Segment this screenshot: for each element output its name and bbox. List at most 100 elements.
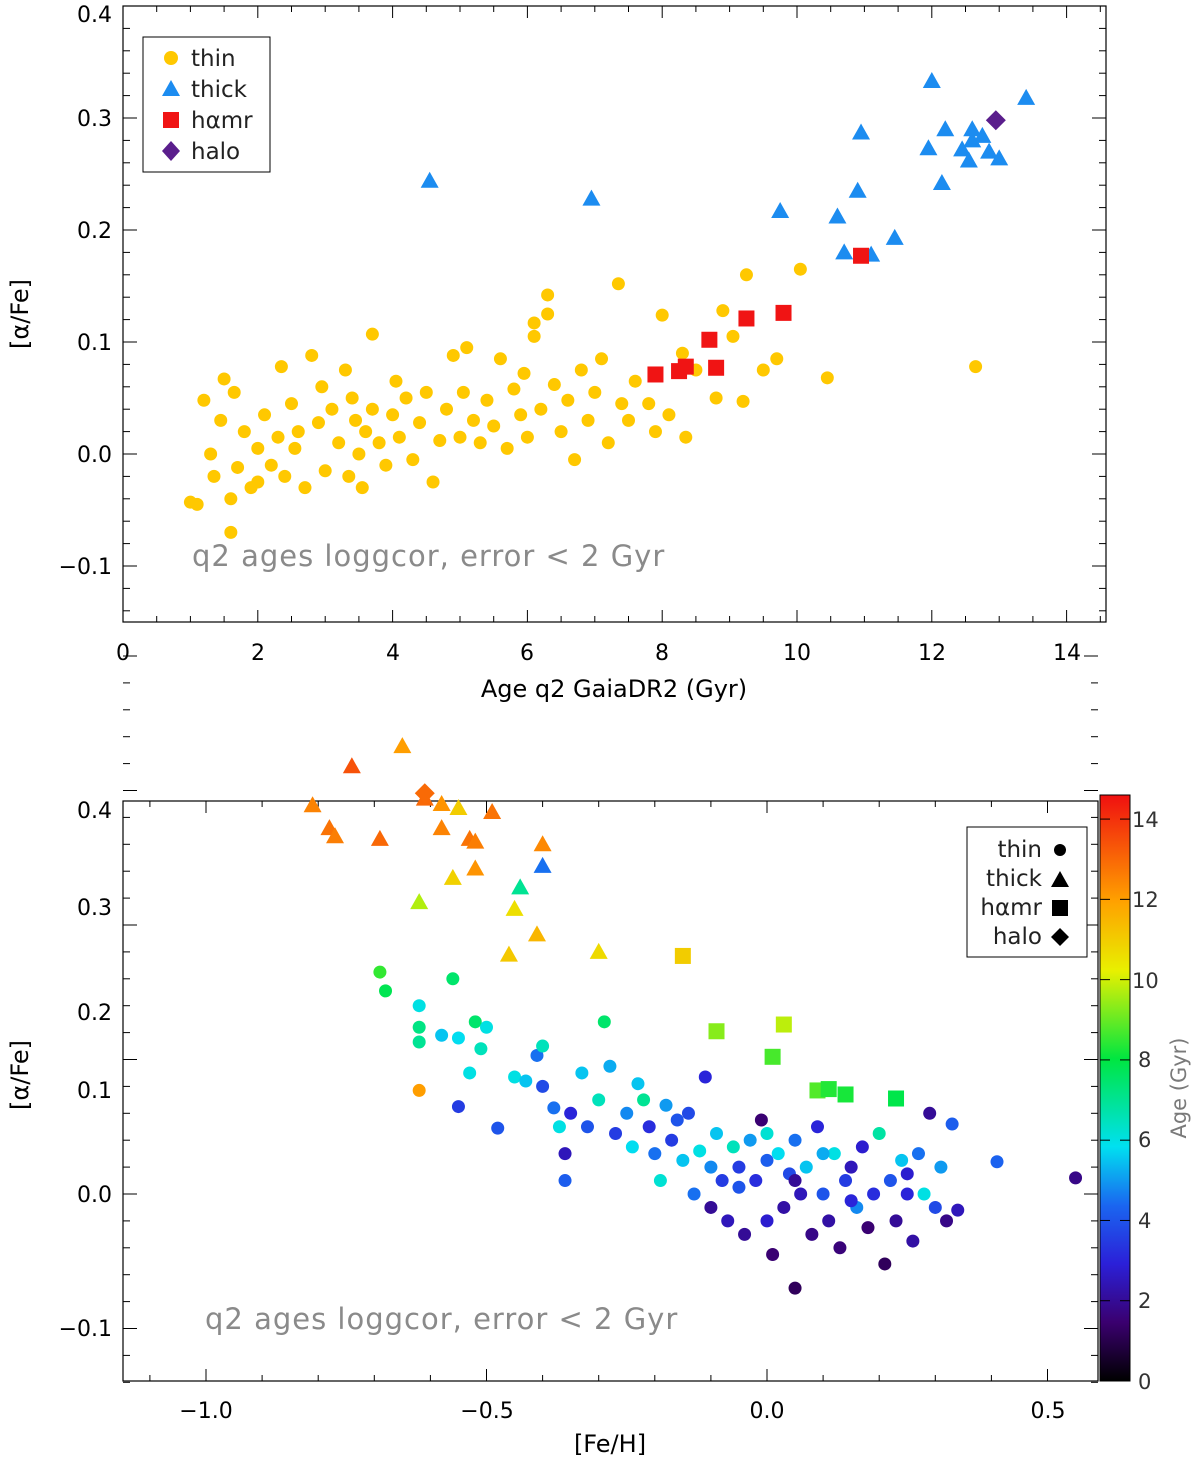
bottom-data-points [303,737,1083,1295]
top-point-thin [237,425,251,439]
top-point-thin [588,385,602,399]
colorbar-tick-14: 14 [1132,808,1159,832]
top-point-thin [541,307,555,321]
bottom-point-thin [889,1214,903,1228]
bottom-point-thin [945,1117,959,1131]
top-point-thin [214,413,228,427]
bottom-point-thin [760,1153,774,1167]
bottom-point-thin [794,1187,808,1201]
top-point-thin [460,341,474,355]
bottom-point-thin [777,1200,791,1214]
top-point-thin [224,492,238,506]
bottom-annotation: q2 ages loggcor, error < 2 Gyr [205,1302,678,1336]
top-x-axis-title: Age q2 GaiaDR2 (Gyr) [481,675,747,703]
bottom-point-thin [844,1160,858,1174]
bottom-point-thick [533,835,552,852]
bottom-point-thin [833,1241,847,1255]
top-point-thin [493,352,507,366]
top-point-thin [793,262,807,276]
bottom-point-thin [928,1200,942,1214]
top-point-thin [352,447,366,461]
top-point-hamr [738,310,755,327]
bottom-point-thin [732,1180,746,1194]
top-point-thin [969,360,983,374]
bottom-point-thin [923,1106,937,1120]
bottom-legend: thin thick hαmr halo [966,826,1088,958]
top-point-thin [480,393,494,407]
top-point-thin [520,430,534,444]
top-point-thick [959,151,978,168]
bottom-point-thin [474,1042,488,1056]
top-point-thin [574,363,588,377]
bottom-point-thin [676,1153,690,1167]
bottom-point-thin [900,1187,914,1201]
top-point-thin [274,360,288,374]
top-point-thin [675,346,689,360]
top-x-tick-4: 4 [386,641,400,666]
bottom-point-thin [631,1077,645,1091]
top-point-thin [601,436,615,450]
top-point-thin [190,497,204,511]
bottom-point-thin [592,1093,606,1107]
bottom-y-tick-0-1: 0.1 [77,1079,112,1104]
bottom-point-thick [326,827,345,844]
bottom-point-thin [760,1214,774,1228]
top-point-thin [770,352,784,366]
top-point-thin [446,348,460,362]
top-x-tick-10: 10 [783,641,811,666]
bottom-point-thick [432,819,451,836]
bottom-point-thin [620,1106,634,1120]
top-point-thin [264,458,278,472]
bottom-point-thick [527,925,546,942]
top-point-thick [973,126,992,143]
top-point-thick [980,142,999,159]
bottom-y-tick-0-4: 0.4 [77,799,112,824]
bottom-point-thin [788,1281,802,1295]
top-point-thin [726,329,740,343]
bottom-point-thin [827,1147,841,1161]
top-y-axis-title: [α/Fe] [6,279,34,349]
bottom-point-thin [883,1174,897,1188]
bottom-point-thin [653,1174,667,1188]
top-point-hamr [647,366,664,383]
top-point-thin [662,408,676,422]
bottom-point-thin [816,1147,830,1161]
top-point-thin [197,393,211,407]
top-point-thin [756,363,770,377]
bottom-point-thin [799,1160,813,1174]
bottom-point-thick [410,893,429,910]
bottom-point-hamr [764,1048,781,1065]
top-point-thin [298,481,312,495]
bottom-point-thin [659,1098,673,1112]
top-legend-thin-label: thin [191,46,236,72]
top-point-thin [315,380,329,394]
bottom-legend-halo-label: halo [993,924,1042,950]
top-point-thick [852,123,871,140]
top-point-thin [679,430,693,444]
bottom-y-ticks [123,655,1098,1383]
bottom-point-thick [589,942,608,959]
top-point-thin [342,469,356,483]
top-x-tick-0: 0 [116,641,130,666]
top-point-thin [291,425,305,439]
top-point-thin [392,430,406,444]
top-point-thick [953,140,972,157]
top-legend-thin-marker [164,51,178,65]
top-point-thin [622,413,635,427]
bottom-point-thin [575,1066,589,1080]
top-point-thin [709,391,723,405]
bottom-point-thin [788,1174,802,1188]
top-y-tick-neg0-1: −0.1 [59,555,112,580]
bottom-legend-thin-label: thin [997,837,1042,863]
colorbar-tick-8: 8 [1138,1048,1151,1072]
bottom-point-thin [771,1147,785,1161]
bottom-point-thin [878,1257,892,1271]
top-point-thin [507,382,521,396]
top-y-tick-0-3: 0.3 [77,107,112,132]
top-point-thick [922,72,941,89]
top-point-thin [413,416,427,430]
top-point-thick [885,228,904,245]
top-point-thin [554,425,568,439]
top-point-hamr [701,331,718,348]
bottom-point-thin [895,1153,909,1167]
